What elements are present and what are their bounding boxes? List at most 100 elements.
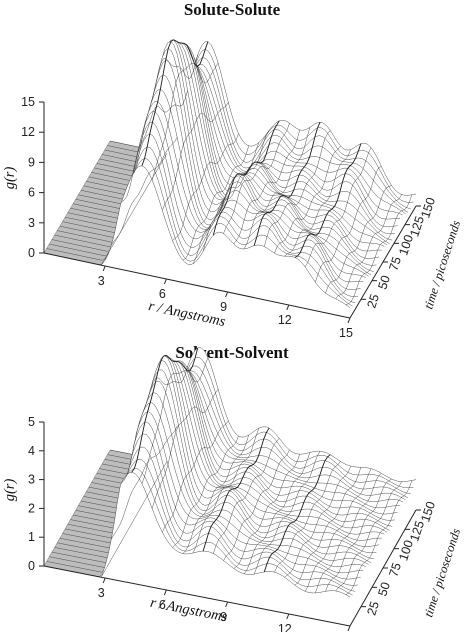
surface-time-line [51,133,358,297]
surface-r-line [223,449,290,561]
surface-time-line [49,146,356,304]
r-tick-label: 9 [220,610,227,624]
solute-solute-panel: Solute-Solute 0 3 6 9 12 15 g(r) 3 6 9 12 15 r / … [2,0,463,340]
r-tick-mark [163,589,167,596]
surface-time-line [57,421,364,574]
surface-time-line [49,459,356,592]
time-tick-label: 100 [396,538,416,562]
r-tick-label: 6 [159,287,166,301]
surface-r-line [111,425,178,540]
surface-r-line [345,480,413,595]
surface-r-line [202,130,270,252]
r-tick-label: 12 [278,622,292,632]
surface-r-line [111,136,178,246]
surface-mesh [43,39,417,318]
surface-r-line [304,468,372,592]
time-tick-label: 150 [418,500,438,524]
z-tick-label: 1 [28,530,35,544]
r-tick-label: 12 [278,313,292,327]
surface-r-line [141,357,209,484]
surface-r-line [131,347,199,473]
surface-r-line [335,194,402,299]
r-tick-mark [347,625,351,632]
surface-r-line [315,473,382,593]
surface-time-line [46,468,353,596]
time-tick-label: 25 [364,600,382,618]
r-tick-mark [347,317,351,324]
surface-r-line [253,451,321,575]
r-tick-label: 3 [98,586,105,600]
r-axis-label: r / Angstroms [147,298,227,330]
surface-r-line [172,133,239,241]
surface-r-line [212,120,280,236]
time-tick-label: 100 [396,233,416,257]
surface-time-line [46,158,353,307]
surface-r-line [264,130,331,247]
surface-r-line [253,122,321,246]
surface-r-line [100,152,168,266]
z-tick-label: 3 [28,216,35,230]
surface-r-line [243,452,311,574]
surface-r-line [162,102,229,211]
time-tick-label: 25 [364,292,382,310]
surface-r-line [131,54,198,177]
surface-fill-strip [91,50,398,238]
time-axis-label: time / picoseconds [421,219,463,311]
surface-r-line [182,434,249,554]
surface-time-line [54,433,361,580]
time-tick-label: 50 [375,274,393,292]
surface-r-line [121,366,188,483]
z-axis-label: g(r) [2,479,18,502]
surface-r-line [100,461,168,578]
z-tick-label: 2 [28,501,35,515]
surface-r-line [325,185,392,294]
z-tick-label: 0 [28,559,35,573]
surface-r-line [345,194,413,305]
surface-r-line [192,428,260,554]
r-axis-line [43,252,351,319]
surface-fill-strip [44,165,350,318]
surface-r-line [202,427,270,552]
r-tick-mark [225,291,229,298]
surface-r-line [294,143,362,258]
time-axis-label: time / picoseconds [421,527,463,619]
r-tick-mark [286,613,290,620]
z-tick-label: 9 [28,155,35,169]
panel-title: Solute-Solute [184,0,281,19]
z-ticks: 0 3 6 9 12 15 [21,95,44,260]
surface-r-line [213,438,280,554]
time-tick-label: 75 [386,561,404,579]
r-tick-mark [102,265,106,272]
surface-r-line [274,461,341,573]
surface-fill-strip [94,57,401,233]
surface-r-line [223,123,290,234]
surface-r-line [182,145,249,261]
r-tick-label: 9 [220,300,227,314]
r-tick-mark [163,278,167,285]
surface-r-line [315,166,382,283]
surface-fill-strip [44,472,350,626]
r-tick-mark [225,601,229,608]
surface-r-line [121,90,188,203]
time-tick-label: 125 [407,214,427,238]
z-tick-label: 12 [21,125,35,139]
surface-r-line [294,467,362,586]
time-tick-label: 50 [375,580,393,598]
z-tick-label: 6 [28,186,35,200]
z-tick-label: 3 [28,473,35,487]
surface-r-line [304,147,372,268]
surface-r-line [335,481,402,592]
surface-r-line [274,145,341,254]
surface-r-line [243,127,311,250]
z-tick-label: 5 [28,415,35,429]
z-tick-label: 0 [28,246,35,260]
time-tick-label: 125 [407,519,427,543]
surface-r-line [162,420,229,533]
r-tick-label: 15 [339,326,353,340]
